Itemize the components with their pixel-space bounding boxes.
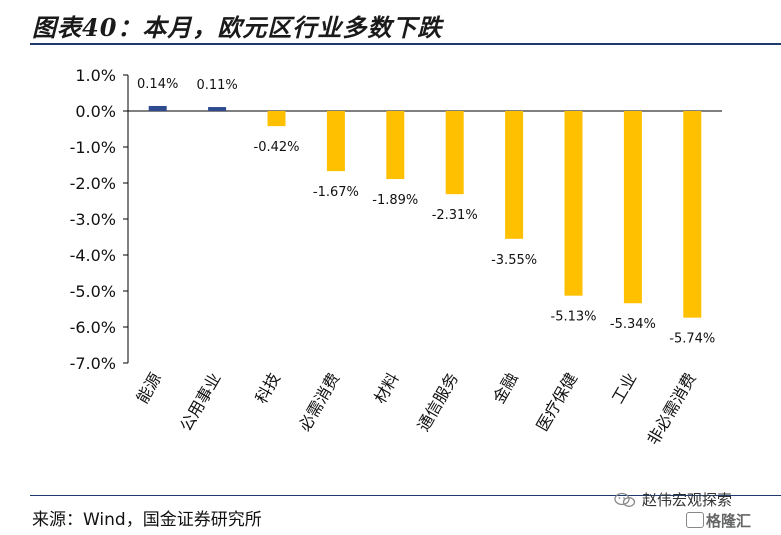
source-note: 来源：Wind，国金证券研究所 <box>32 510 262 530</box>
y-tick-label: -6.0% <box>70 318 116 337</box>
bar-value-label: 0.11% <box>196 78 237 93</box>
category-label: 科技 <box>252 370 284 407</box>
y-tick-label: -7.0% <box>70 354 116 373</box>
y-tick-label: -3.0% <box>70 210 116 229</box>
bar-value-label: -5.74% <box>669 332 715 347</box>
category-label: 金融 <box>489 370 521 407</box>
footer-rule <box>30 495 781 496</box>
bar-value-label: 0.14% <box>137 77 178 92</box>
bar-3 <box>326 111 345 172</box>
category-label: 工业 <box>608 370 640 407</box>
bar-value-label: -0.42% <box>254 140 300 155</box>
bar-9 <box>683 111 702 318</box>
bar-7 <box>564 111 583 296</box>
category-label: 非必需消费 <box>643 370 699 449</box>
y-tick-label: 1.0% <box>75 66 116 85</box>
bar-value-label: -1.67% <box>313 185 359 200</box>
y-tick-label: -2.0% <box>70 174 116 193</box>
chart-title: 图表40：本月，欧元区行业多数下跌 <box>32 13 443 42</box>
category-label: 能源 <box>133 370 165 407</box>
watermark-account: 赵伟宏观探索 <box>642 491 733 509</box>
y-tick-label: 0.0% <box>75 102 116 121</box>
y-tick-label: -4.0% <box>70 246 116 265</box>
bar-value-label: -3.55% <box>491 253 537 268</box>
category-label: 医疗保健 <box>533 370 581 435</box>
bar-2 <box>267 111 286 127</box>
category-label: 必需消费 <box>295 370 343 435</box>
bar-0 <box>148 105 167 111</box>
wechat-icon <box>614 492 636 507</box>
bar-value-label: -5.13% <box>551 310 597 325</box>
bar-8 <box>623 111 642 304</box>
y-tick-label: -5.0% <box>70 282 116 301</box>
watermark: 赵伟宏观探索 格隆汇 <box>612 488 777 530</box>
category-label: 公用事业 <box>176 370 224 435</box>
y-tick-label: -1.0% <box>70 138 116 157</box>
bar-1 <box>208 107 227 111</box>
category-label: 通信服务 <box>414 370 462 435</box>
bar-6 <box>505 111 524 239</box>
header-rule <box>30 43 781 45</box>
bar-4 <box>386 111 405 180</box>
watermark-brand: 格隆汇 <box>706 512 752 530</box>
bar-value-label: -1.89% <box>372 193 418 208</box>
bar-5 <box>445 111 464 195</box>
bar-value-label: -5.34% <box>610 317 656 332</box>
gelonghui-logo-icon <box>686 512 704 528</box>
bar-value-label: -2.31% <box>432 208 478 223</box>
category-label: 材料 <box>370 370 402 407</box>
